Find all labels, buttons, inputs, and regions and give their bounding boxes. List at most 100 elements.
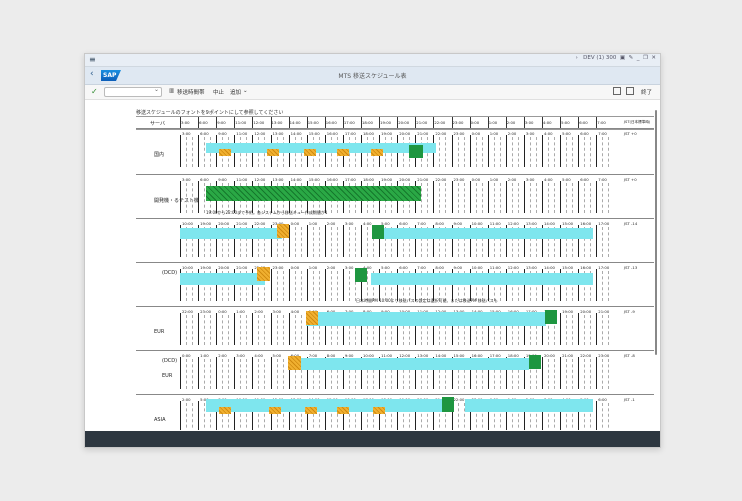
half-hour-line: [572, 271, 574, 301]
half-hour-line: [391, 315, 393, 345]
add-button[interactable]: 追加: [230, 90, 242, 96]
half-hour-line: [348, 359, 350, 389]
section-time-label: 2:00: [326, 265, 336, 270]
screen-toggle-icon[interactable]: [613, 87, 621, 95]
hour-line: [397, 401, 399, 430]
half-hour-line: [427, 271, 429, 301]
half-hour-line: [192, 137, 193, 167]
half-hour-line: [608, 183, 610, 213]
section-time-label: 23:00: [273, 221, 284, 226]
section-tz: JST -13: [624, 265, 638, 270]
half-hour-line: [548, 315, 549, 345]
hour-line: [523, 135, 525, 167]
hour-line: [252, 313, 254, 345]
header-time-label: 12:00: [253, 120, 265, 125]
section-time-label: 19:00: [200, 265, 212, 270]
back-icon[interactable]: ‹: [90, 69, 94, 79]
half-hour-line: [385, 403, 387, 430]
restore-icon[interactable]: ❐: [642, 55, 648, 61]
section-time-label: 13:00: [272, 177, 284, 182]
transport-time-button[interactable]: 移送時間帯: [177, 90, 205, 96]
half-hour-line: [535, 183, 537, 213]
settings-icon[interactable]: [626, 87, 634, 95]
half-hour-line: [481, 315, 483, 345]
chevron-down-icon[interactable]: ⌄: [153, 86, 159, 93]
header-time-label: 2:00: [506, 120, 516, 125]
hour-line: [361, 313, 362, 345]
minimize-icon[interactable]: _: [636, 55, 640, 61]
section-time-label: 23:00: [453, 131, 465, 136]
half-hour-line: [312, 227, 314, 257]
half-hour-line: [373, 227, 374, 257]
section-time-label: 16:00: [326, 131, 338, 136]
hour-line: [216, 269, 218, 301]
command-field[interactable]: ⌄: [104, 86, 162, 97]
hour-line: [361, 401, 362, 430]
half-hour-line: [276, 227, 278, 257]
hour-line: [542, 313, 543, 345]
half-hour-line: [548, 403, 549, 430]
half-hour-line: [367, 315, 368, 345]
section-time-label: 11:00: [381, 353, 393, 358]
half-hour-line: [354, 403, 356, 430]
section-time-label: 1:00: [200, 353, 209, 358]
screen-icon[interactable]: ▣: [619, 55, 626, 61]
schedule-section: EUR (DCD) 0:00 1:00 2:00 3:00 4:00 5:00 6:00 7:00…: [136, 350, 654, 395]
hour-line: [270, 225, 272, 257]
hour-line: [198, 313, 200, 345]
chart-icon[interactable]: ▥: [169, 88, 175, 94]
transport-window: [383, 228, 593, 239]
half-hour-line: [228, 315, 230, 345]
header-time-label: 3:00: [181, 120, 190, 125]
hour-line: [596, 135, 598, 167]
half-hour-line: [602, 183, 604, 213]
menu-icon[interactable]: ≡: [89, 55, 96, 64]
section-time-label: 4:00: [254, 353, 263, 358]
half-hour-line: [330, 227, 332, 257]
half-hour-line: [409, 315, 411, 345]
half-hour-line: [457, 315, 459, 345]
half-hour-line: [590, 359, 592, 389]
half-hour-line: [373, 315, 374, 345]
close-icon[interactable]: ✕: [651, 55, 656, 61]
section-time-label: 14:00: [290, 177, 302, 182]
vertical-scrollbar[interactable]: [654, 102, 658, 427]
header-tick: [451, 117, 453, 129]
edit-icon[interactable]: ✎: [628, 55, 634, 61]
hour-line: [415, 401, 417, 430]
hour-line: [361, 225, 362, 257]
chevron-right-icon[interactable]: ›: [575, 55, 578, 61]
section-time-label: 8:00: [363, 309, 372, 314]
half-hour-line: [192, 359, 193, 389]
half-hour-line: [554, 403, 555, 430]
half-hour-line: [222, 359, 224, 389]
section-time-label: 5:00: [381, 221, 390, 226]
cancel-button[interactable]: 中止: [213, 90, 225, 96]
half-hour-line: [517, 271, 519, 301]
half-hour-line: [204, 359, 206, 389]
half-hour-line: [186, 227, 187, 257]
hour-line: [324, 357, 326, 389]
server-name: EUR: [162, 373, 173, 379]
hour-line: [523, 401, 525, 430]
section-time-label: 21:00: [562, 353, 574, 358]
header-tick: [433, 117, 435, 129]
exit-button[interactable]: 終了: [641, 90, 653, 96]
scroll-thumb[interactable]: [655, 110, 657, 355]
half-hour-line: [529, 137, 531, 167]
header-time-label: 6:00: [199, 120, 208, 125]
check-icon[interactable]: ✓: [91, 87, 98, 96]
half-hour-line: [282, 227, 284, 257]
hour-line: [578, 401, 580, 430]
add-chevron-icon[interactable]: ⌄: [243, 88, 248, 94]
half-hour-line: [294, 359, 296, 389]
section-time-label: 14:00: [435, 353, 447, 358]
half-hour-line: [258, 359, 260, 389]
hour-line: [596, 313, 598, 345]
section-time-label: 17:00: [598, 265, 610, 270]
hour-line: [306, 225, 308, 257]
hour-line: [487, 269, 489, 301]
header-tick: [487, 117, 489, 129]
section-time-label: 0:00: [290, 265, 300, 270]
section-time-label: 11:00: [489, 265, 501, 270]
